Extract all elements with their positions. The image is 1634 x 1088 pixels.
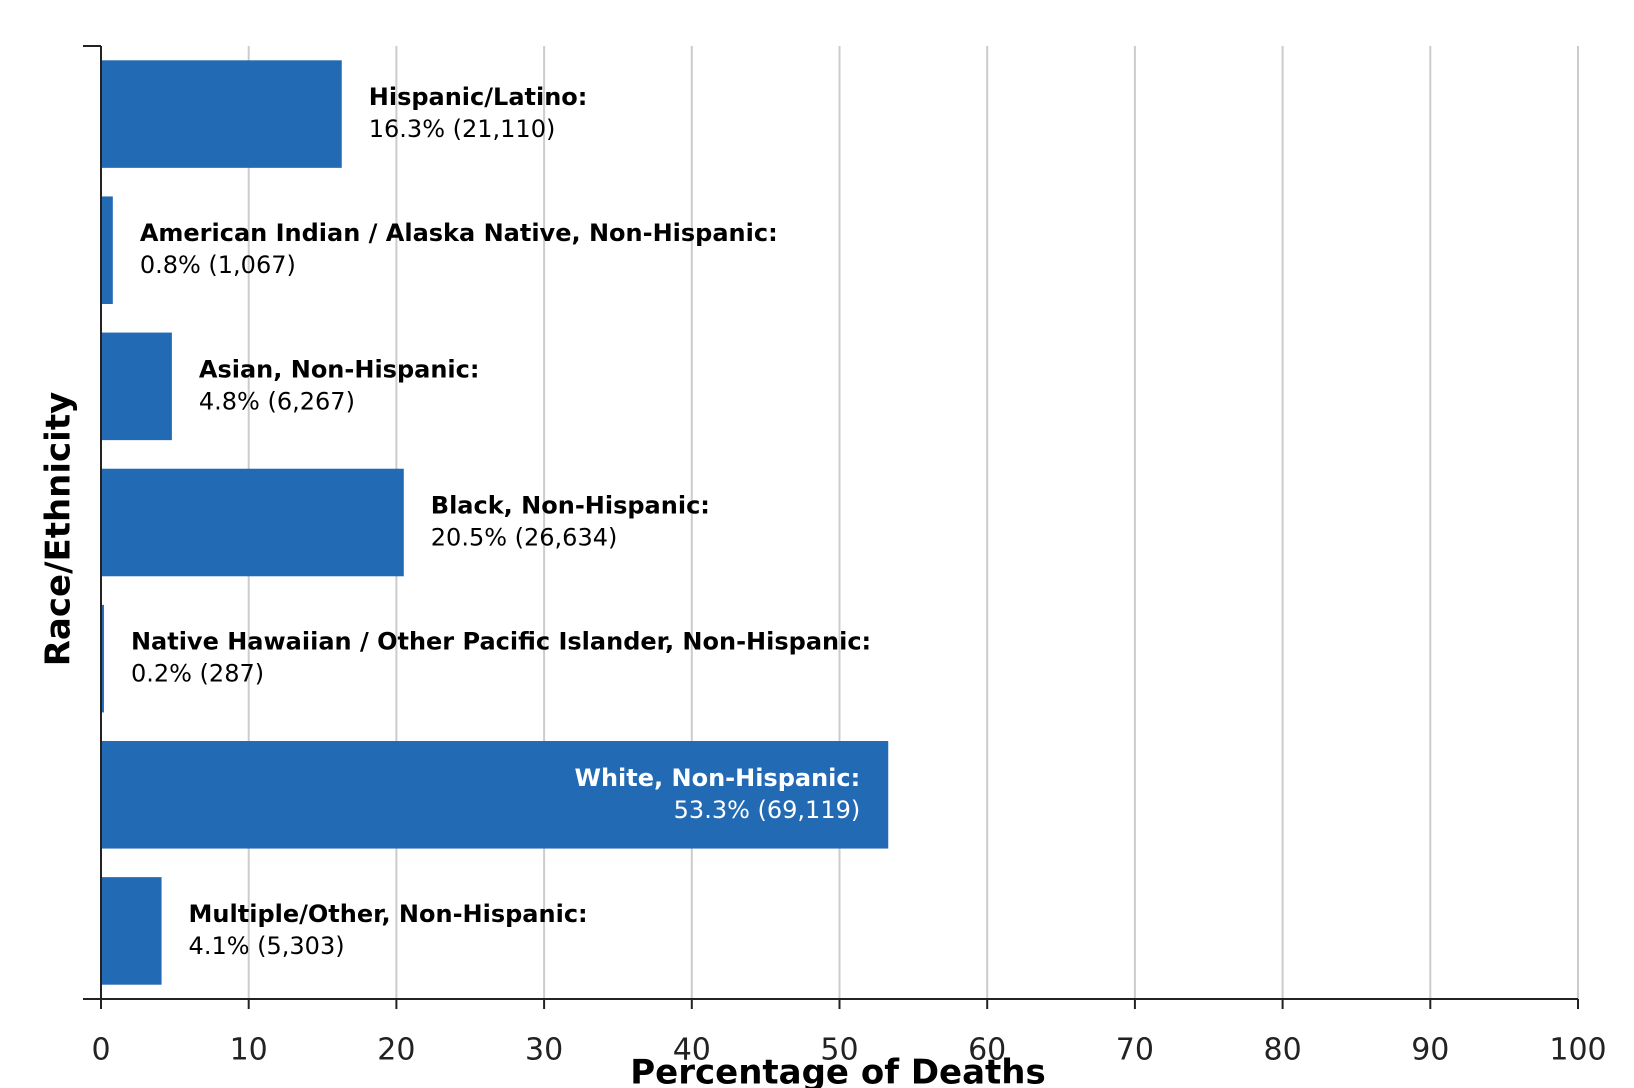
x-axis-title: Percentage of Deaths [630, 1053, 1046, 1088]
category-label: Hispanic/Latino: [369, 83, 588, 111]
bar [101, 332, 172, 441]
value-label: 0.8% (1,067) [140, 251, 296, 279]
x-tick-label: 100 [1549, 1033, 1606, 1068]
category-label: Multiple/Other, Non-Hispanic: [189, 900, 588, 928]
value-label: 0.2% (287) [131, 660, 264, 688]
value-label: 4.8% (6,267) [199, 387, 355, 415]
x-tick-label: 70 [1116, 1033, 1154, 1068]
bar [101, 468, 404, 577]
y-axis-title: Race/Ethnicity [39, 392, 79, 667]
category-label: Native Hawaiian / Other Pacific Islander… [131, 628, 871, 656]
bar [101, 604, 104, 713]
x-tick-label: 50 [820, 1033, 858, 1068]
bar [101, 196, 113, 304]
x-tick-label: 40 [673, 1033, 711, 1068]
value-label: 4.1% (5,303) [189, 932, 345, 960]
x-tick-label: 10 [230, 1033, 268, 1068]
x-tick-label: 30 [525, 1033, 563, 1068]
bar [101, 60, 342, 168]
value-label: 53.3% (69,119) [674, 796, 861, 824]
value-label: 16.3% (21,110) [369, 115, 556, 143]
category-label: Black, Non-Hispanic: [431, 492, 710, 520]
x-tick-label: 0 [91, 1033, 110, 1068]
category-label: Asian, Non-Hispanic: [199, 355, 480, 383]
value-label: 20.5% (26,634) [431, 524, 618, 552]
bar [101, 877, 162, 985]
category-label: American Indian / Alaska Native, Non-His… [140, 219, 778, 247]
bar [101, 741, 889, 849]
category-label: White, Non-Hispanic: [574, 764, 860, 792]
x-tick-label: 60 [968, 1033, 1006, 1068]
x-tick-label: 90 [1411, 1033, 1449, 1068]
x-tick-label: 80 [1264, 1033, 1302, 1068]
x-tick-label: 20 [377, 1033, 415, 1068]
